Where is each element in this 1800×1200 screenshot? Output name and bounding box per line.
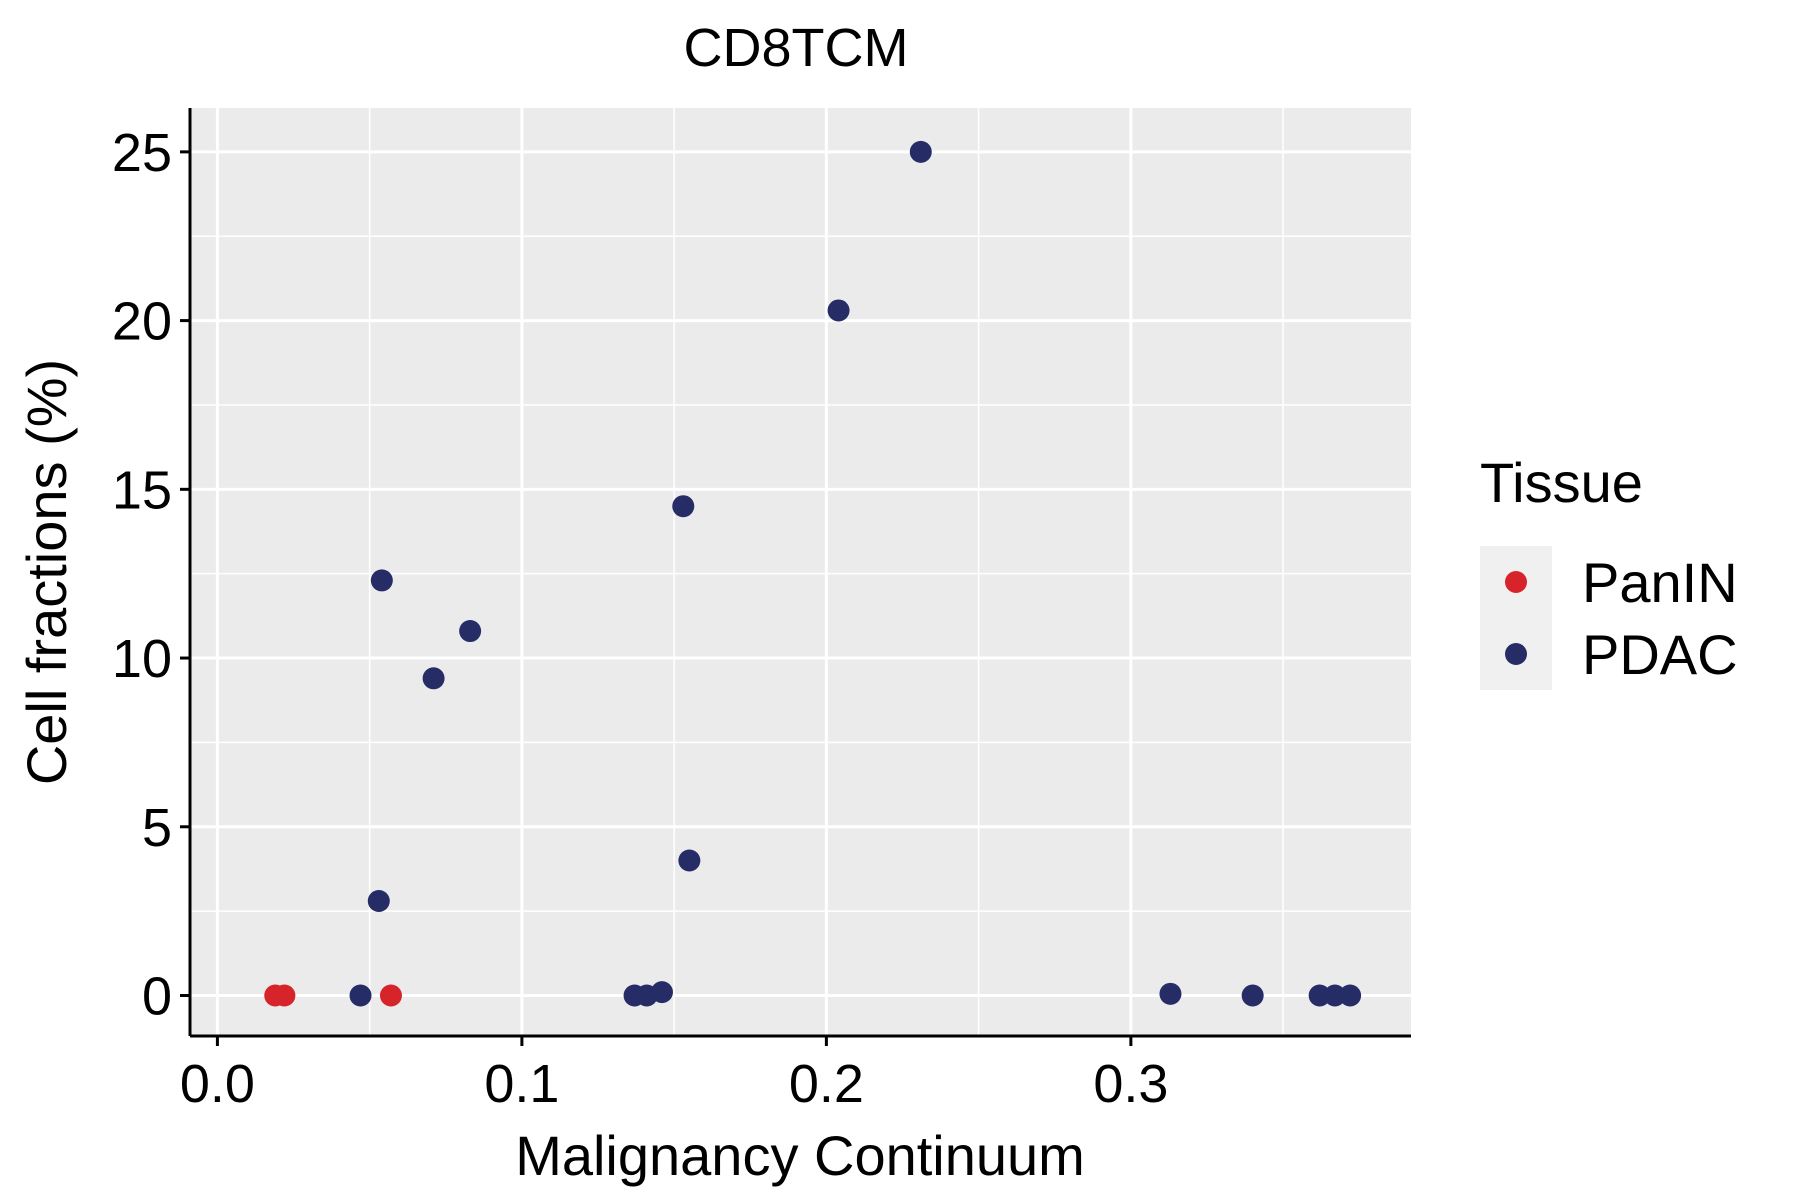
data-point-pdac xyxy=(422,667,445,690)
chart-title: CD8TCM xyxy=(684,18,909,78)
grid-major xyxy=(190,108,1411,1036)
data-point-pdac xyxy=(349,984,372,1007)
y-tick-label: 15 xyxy=(112,460,172,520)
legend-label-panin: PanIN xyxy=(1582,551,1738,614)
data-point-pdac xyxy=(367,890,390,913)
x-tick-label: 0.2 xyxy=(789,1054,864,1114)
data-point-pdac xyxy=(370,569,393,592)
data-point-panin xyxy=(379,984,402,1007)
y-axis-ticks: 0 5 10 15 20 25 xyxy=(112,123,190,1027)
y-tick-label: 25 xyxy=(112,123,172,183)
grid-minor xyxy=(190,108,1411,1036)
y-axis-label: Cell fractions (%) xyxy=(15,359,78,785)
data-point-pdac xyxy=(1241,984,1264,1007)
legend-key-pdac xyxy=(1505,643,1527,665)
data-point-pdac xyxy=(1159,982,1182,1005)
data-point-pdac xyxy=(459,620,482,643)
data-point-pdac xyxy=(1308,984,1331,1007)
x-axis-ticks: 0.0 0.1 0.2 0.3 xyxy=(180,1036,1168,1114)
legend-items: PanIN PDAC xyxy=(1505,551,1738,686)
legend-title: Tissue xyxy=(1480,451,1643,514)
y-tick-label: 0 xyxy=(142,967,172,1027)
y-tick-label: 20 xyxy=(112,292,172,352)
x-tick-label: 0.3 xyxy=(1093,1054,1168,1114)
y-tick-label: 5 xyxy=(142,798,172,858)
x-axis-label: Malignancy Continuum xyxy=(515,1124,1085,1187)
legend-label-pdac: PDAC xyxy=(1582,623,1738,686)
data-point-pdac xyxy=(1339,984,1362,1007)
data-point-pdac xyxy=(672,495,695,518)
legend-key-background xyxy=(1480,546,1552,690)
data-points xyxy=(264,140,1362,1007)
x-tick-label: 0.0 xyxy=(180,1054,255,1114)
y-tick-label: 10 xyxy=(112,629,172,689)
legend: Tissue PanIN PDAC xyxy=(1480,451,1738,690)
legend-key-panin xyxy=(1505,571,1527,593)
data-point-panin xyxy=(273,984,296,1007)
data-point-pdac xyxy=(678,849,701,872)
data-point-pdac xyxy=(650,981,673,1004)
x-tick-label: 0.1 xyxy=(484,1054,559,1114)
data-point-pdac xyxy=(1323,984,1346,1007)
data-point-pdac xyxy=(827,299,850,322)
data-point-pdac xyxy=(909,140,932,163)
plot-panel xyxy=(190,108,1411,1036)
